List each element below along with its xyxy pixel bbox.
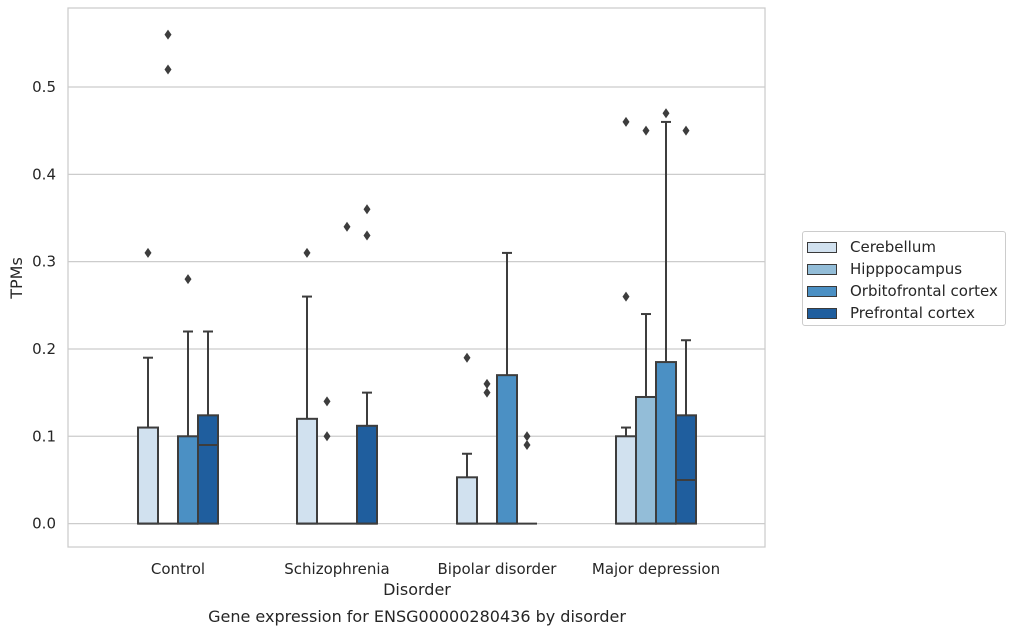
chart-caption: Gene expression for ENSG00000280436 by d… <box>208 607 626 626</box>
outlier-point <box>343 221 351 232</box>
outlier-point <box>642 125 650 136</box>
outlier-point <box>483 378 491 389</box>
outlier-point <box>523 440 531 451</box>
y-tick-label: 0.5 <box>32 78 56 96</box>
legend-label: Cerebellum <box>850 238 936 256</box>
box-body <box>177 435 199 525</box>
box-group <box>477 378 497 525</box>
box-body <box>356 424 378 525</box>
legend: Cerebellum Hipppocampus Orbitofrontal cort… <box>802 231 1006 326</box>
outlier-point <box>483 387 491 398</box>
legend-swatch <box>807 285 837 297</box>
plot-marks <box>137 29 697 525</box>
outlier-point <box>463 352 471 363</box>
outlier-point <box>164 29 172 40</box>
outlier-point <box>363 230 371 241</box>
y-axis-title: TPMs <box>7 257 26 300</box>
legend-swatch <box>807 241 837 253</box>
box-group <box>635 125 657 525</box>
y-tick-label: 0.0 <box>32 515 56 533</box>
x-tick-label: Bipolar disorder <box>438 560 558 578</box>
box-group <box>197 330 219 525</box>
y-tick-label: 0.3 <box>32 253 56 271</box>
x-axis-title: Disorder <box>383 580 451 599</box>
box-body <box>675 414 697 525</box>
box-body <box>615 435 637 525</box>
outlier-point <box>184 274 192 285</box>
box-body <box>456 476 478 525</box>
outlier-point <box>523 431 531 442</box>
outlier-point <box>363 204 371 215</box>
legend-item: Orbitofrontal cortex <box>807 280 1005 302</box>
legend-label: Hipppocampus <box>850 260 963 278</box>
box-group <box>456 352 478 525</box>
outlier-point <box>144 247 152 258</box>
legend-item: Hipppocampus <box>807 258 1005 280</box>
box-group <box>655 108 677 525</box>
outlier-point <box>662 108 670 119</box>
outlier-point <box>303 247 311 258</box>
y-tick-label: 0.1 <box>32 427 56 445</box>
box-body <box>496 374 518 525</box>
box-group <box>615 116 637 525</box>
box-body <box>197 414 219 525</box>
outlier-point <box>164 64 172 75</box>
box-group <box>356 204 378 525</box>
outlier-point <box>622 116 630 127</box>
box-body <box>635 395 657 525</box>
x-tick-label: Schizophrenia <box>284 560 389 578</box>
x-axis-ticks: Control Schizophrenia Bipolar disorder Majo… <box>151 560 720 578</box>
x-tick-label: Major depression <box>592 560 720 578</box>
y-tick-label: 0.4 <box>32 165 56 183</box>
legend-label: Orbitofrontal cortex <box>850 282 998 300</box>
plot-frame <box>67 7 766 548</box>
box-body <box>655 361 677 525</box>
x-tick-label: Control <box>151 560 205 578</box>
box-group <box>317 396 337 525</box>
legend-item: Prefrontal cortex <box>807 302 1005 324</box>
box-body <box>296 417 318 525</box>
box-group <box>337 221 357 525</box>
box-group <box>158 29 178 525</box>
legend-label: Prefrontal cortex <box>850 304 975 322</box>
box-group <box>675 125 697 525</box>
box-group <box>517 431 537 525</box>
box-group <box>296 247 318 525</box>
box-group <box>137 247 159 525</box>
box-group <box>496 251 518 525</box>
legend-swatch <box>807 263 837 275</box>
legend-item: Cerebellum <box>807 236 1005 258</box>
y-tick-label: 0.2 <box>32 340 56 358</box>
outlier-point <box>323 396 331 407</box>
outlier-point <box>323 431 331 442</box>
y-axis-ticks: 0.0 0.1 0.2 0.3 0.4 0.5 <box>32 78 56 533</box>
outlier-point <box>682 125 690 136</box>
outlier-point <box>622 291 630 302</box>
box-group <box>177 274 199 525</box>
legend-swatch <box>807 307 837 319</box>
box-body <box>137 426 159 525</box>
